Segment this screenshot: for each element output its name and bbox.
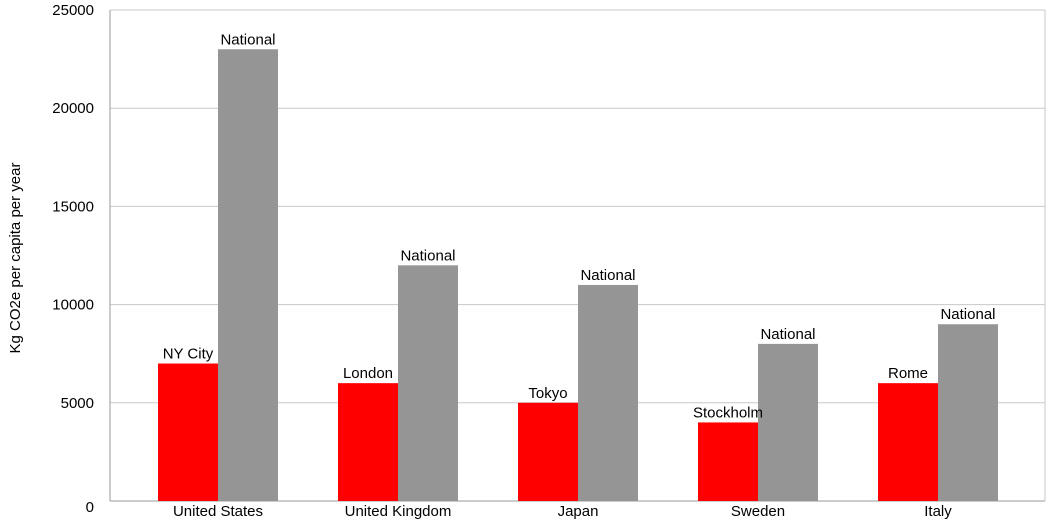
- y-axis-label: Kg CO2e per capita per year: [7, 163, 24, 354]
- x-tick-label: United States: [173, 503, 263, 520]
- y-axis-ticks: 0 5000 10000 15000 20000 25000: [52, 2, 94, 516]
- bar-data-label: National: [400, 247, 455, 264]
- city-bar: [698, 422, 758, 501]
- x-axis-ticks: United States United Kingdom Japan Sweden It…: [173, 503, 952, 520]
- y-tick-label: 15000: [52, 198, 94, 215]
- x-tick-label: Italy: [924, 503, 952, 520]
- national-bar: [938, 324, 998, 501]
- city-bar: [518, 402, 578, 501]
- bar-data-label: National: [220, 31, 275, 48]
- y-tick-label: 5000: [61, 395, 94, 412]
- national-bar: [578, 284, 638, 501]
- city-bar: [878, 383, 938, 501]
- x-tick-label: Japan: [558, 503, 599, 520]
- bar-data-label: NY City: [163, 346, 214, 363]
- y-tick-label: 20000: [52, 100, 94, 117]
- y-tick-label: 25000: [52, 2, 94, 19]
- x-tick-label: Sweden: [731, 503, 785, 520]
- bar-data-label: Stockholm: [693, 404, 763, 421]
- city-bar: [158, 363, 218, 501]
- bar-data-label: London: [343, 365, 393, 382]
- national-bar: [398, 265, 458, 501]
- national-bar: [218, 49, 278, 501]
- city-bar: [338, 383, 398, 501]
- x-tick-label: United Kingdom: [345, 503, 452, 520]
- y-tick-label: 0: [86, 499, 94, 516]
- bar-data-label: Tokyo: [528, 385, 567, 402]
- national-bar: [758, 343, 818, 501]
- bar-data-label: National: [940, 306, 995, 323]
- y-tick-label: 10000: [52, 297, 94, 314]
- bar-data-label: National: [760, 326, 815, 343]
- bar-data-label: National: [580, 267, 635, 284]
- bar-data-label: Rome: [888, 365, 928, 382]
- data-labels: NY City National London National Tokyo Nation…: [163, 31, 996, 421]
- bars: [158, 49, 998, 501]
